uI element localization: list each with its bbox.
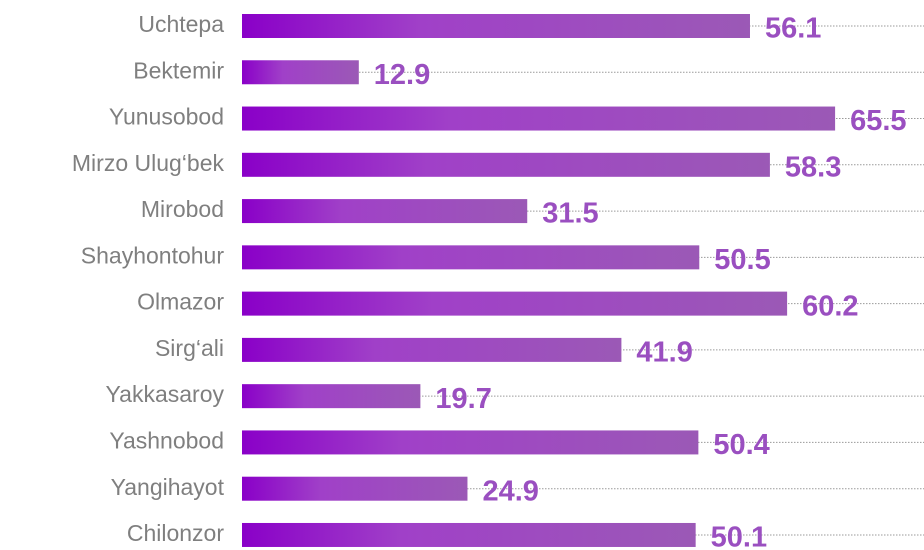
category-label: Bektemir <box>133 57 224 83</box>
bar <box>242 199 528 224</box>
bar <box>242 106 836 131</box>
bar <box>242 522 696 547</box>
category-label: Shayhontohur <box>81 242 225 268</box>
value-label: 60.2 <box>802 290 858 322</box>
value-label: 65.5 <box>850 105 906 137</box>
value-label: 50.1 <box>711 522 767 550</box>
bar <box>242 245 700 270</box>
bar <box>242 430 699 455</box>
value-label: 12.9 <box>374 59 430 91</box>
value-label: 31.5 <box>542 198 598 230</box>
bar <box>242 476 468 501</box>
category-label: Mirobod <box>141 196 224 222</box>
value-label: 50.4 <box>713 429 769 461</box>
category-label: Yakkasaroy <box>106 381 225 407</box>
value-label: 24.9 <box>482 475 538 507</box>
category-label: Sirg‘ali <box>155 335 224 361</box>
category-label: Yangihayot <box>111 474 225 500</box>
value-label: 41.9 <box>636 337 692 369</box>
category-label: Uchtepa <box>138 11 224 37</box>
bar <box>242 152 770 177</box>
value-label: 56.1 <box>765 13 821 45</box>
category-label: Mirzo Ulug‘bek <box>72 150 225 176</box>
category-label: Yashnobod <box>109 428 224 454</box>
bar <box>242 384 421 409</box>
bar <box>242 291 788 316</box>
category-label: Chilonzor <box>127 520 224 546</box>
bar <box>242 60 359 85</box>
category-label: Olmazor <box>137 289 224 315</box>
bar <box>242 14 750 38</box>
value-label: 19.7 <box>435 383 491 415</box>
value-label: 58.3 <box>785 151 841 183</box>
category-label: Yunusobod <box>109 104 224 130</box>
value-label: 50.5 <box>714 244 770 276</box>
bar <box>242 337 622 362</box>
